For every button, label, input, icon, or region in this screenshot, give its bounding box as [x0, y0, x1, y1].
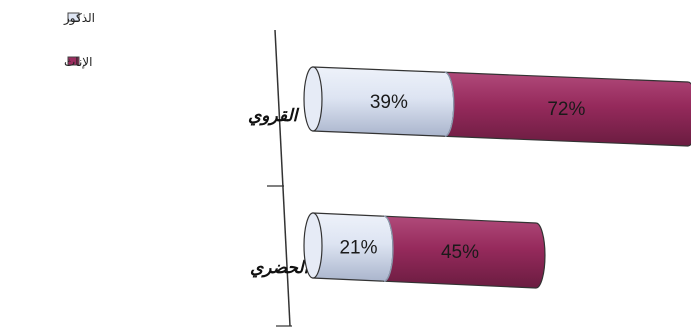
bar-left-cap: [303, 212, 323, 279]
data-label-males: 21%: [339, 238, 377, 259]
bars-group: 39% 72% 21% 45%: [303, 66, 691, 289]
bar-left-cap: [303, 66, 323, 132]
legend-label-males: الذكور: [63, 11, 95, 26]
category-label-urban: الحضري: [250, 258, 311, 278]
bar-segment-females: [444, 71, 691, 147]
y-axis-line: [274, 29, 291, 327]
bar-seam: [383, 215, 394, 282]
category-label-rural: القروي: [248, 106, 300, 126]
data-label-females: 45%: [441, 242, 479, 263]
data-label-males: 39%: [370, 92, 408, 113]
data-label-females: 72%: [547, 99, 585, 120]
legend-swatch-males: [67, 12, 80, 22]
legend: الذكور الإناث: [63, 11, 95, 69]
bar-segment-females: [383, 215, 546, 289]
legend-label-females: الإناث: [64, 55, 92, 69]
legend-swatch-females: [67, 56, 80, 66]
bar-seam: [444, 71, 455, 137]
